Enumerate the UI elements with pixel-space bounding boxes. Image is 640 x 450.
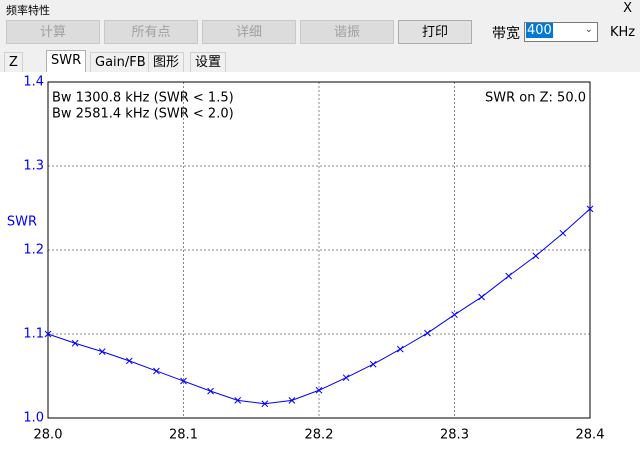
data-point <box>451 311 458 319</box>
y-tick-label: 1.1 <box>23 327 44 342</box>
x-tick-label: 28.1 <box>169 428 198 443</box>
chart: 1.0 1.1 1.2 1.3 1.4 28.0 28.1 28.2 28.3 28.4 SWR Bw… <box>0 72 640 450</box>
data-point <box>532 252 540 260</box>
y-tick-label: 1.4 <box>23 75 44 90</box>
data-point <box>586 205 594 213</box>
toolbar-button[interactable]: 打印 <box>398 20 472 44</box>
toolbar-button[interactable]: 所有点 <box>104 20 198 44</box>
data-point <box>153 367 160 375</box>
tab[interactable]: 设置 <box>190 52 227 72</box>
tab[interactable]: Z <box>4 52 23 72</box>
annotation: Bw 2581.4 kHz (SWR < 2.0) <box>52 107 234 122</box>
window-title: 频率特性 <box>6 4 50 17</box>
data-point <box>180 377 187 385</box>
bandwidth-select[interactable]: 400 ⌄ <box>524 22 598 42</box>
x-tick-label: 28.0 <box>34 428 63 443</box>
close-button[interactable]: X <box>623 1 632 16</box>
unit-label: KHz <box>610 25 636 40</box>
tab[interactable]: SWR <box>46 50 87 72</box>
tab[interactable]: 图形 <box>148 52 185 72</box>
data-point <box>478 293 485 301</box>
y-tick-label: 1.2 <box>23 243 44 258</box>
data-point <box>559 229 567 237</box>
dropdown-arrow[interactable]: ⌄ <box>584 24 593 35</box>
tab[interactable]: Gain/FB <box>90 52 151 72</box>
data-point <box>315 386 323 394</box>
x-tick-label: 28.3 <box>440 428 469 443</box>
data-point <box>424 329 431 337</box>
data-point <box>396 345 404 353</box>
data-point <box>207 387 214 395</box>
data-point <box>288 397 296 404</box>
x-tick-label: 28.4 <box>576 428 605 443</box>
toolbar-button[interactable]: 计算 <box>6 20 100 44</box>
data-point <box>44 330 52 338</box>
x-tick-label: 28.2 <box>305 428 334 443</box>
y-tick-label: 1.0 <box>23 411 44 426</box>
plot-frame <box>47 81 591 419</box>
data-point <box>369 360 377 368</box>
data-point <box>98 348 106 355</box>
data-point <box>261 400 269 408</box>
data-point <box>234 397 242 404</box>
data-point <box>125 357 133 365</box>
data-point <box>505 272 513 280</box>
data-point <box>342 374 350 382</box>
toolbar-button[interactable]: 谐振 <box>300 20 394 44</box>
y-tick-label: 1.3 <box>23 159 44 174</box>
toolbar-button[interactable]: 详细 <box>202 20 296 44</box>
bandwidth-label: 带宽 <box>492 26 520 42</box>
annotation: SWR on Z: 50.0 <box>485 91 586 106</box>
data-point <box>71 339 79 347</box>
y-axis-label: SWR <box>7 215 37 230</box>
bandwidth-value[interactable]: 400 <box>526 23 553 38</box>
annotation: Bw 1300.8 kHz (SWR < 1.5) <box>52 91 234 106</box>
